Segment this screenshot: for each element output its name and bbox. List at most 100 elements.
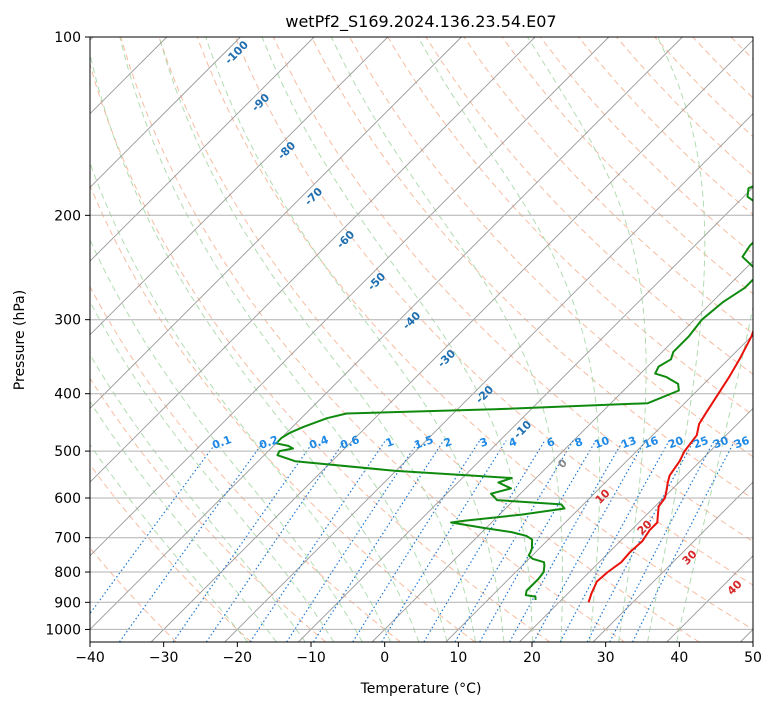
mixing-ratio-label: 8 xyxy=(573,435,585,450)
moist-adiabat-line xyxy=(527,37,647,642)
dry-adiabat-line xyxy=(272,37,753,543)
mixing-ratio-line xyxy=(454,440,574,642)
mixing-ratio-label: 16 xyxy=(641,434,660,452)
mixing-ratio-label: 10 xyxy=(592,434,611,452)
dry-adiabat-line xyxy=(90,377,327,642)
moist-adiabat-line xyxy=(676,304,753,642)
mixing-ratio-line xyxy=(479,440,597,642)
mixing-ratio-label: 30 xyxy=(711,434,730,452)
mixing-ratio-label: 3 xyxy=(478,435,490,450)
mixing-ratio-line xyxy=(286,440,420,642)
y-tick-label: 700 xyxy=(54,531,81,547)
y-tick-label: 500 xyxy=(54,444,81,460)
moist-adiabat-line xyxy=(158,37,476,642)
pressure-gridlines xyxy=(90,37,753,630)
mixing-ratio-label: 36 xyxy=(732,434,751,452)
y-tick-label: 200 xyxy=(54,208,81,224)
isotherm-line xyxy=(592,481,753,642)
isotherm-line xyxy=(90,37,315,262)
mixing-ratio-line xyxy=(249,440,386,642)
mixing-ratio-label: 13 xyxy=(619,434,638,451)
mixing-ratio-label: 0.1 xyxy=(210,433,233,452)
x-tick-label: −10 xyxy=(296,650,326,666)
isotherm-line xyxy=(224,113,753,642)
dry-adiabat-line xyxy=(196,37,753,630)
moist-adiabat-line xyxy=(90,161,392,642)
moist-adiabat-line xyxy=(417,37,601,642)
x-axis-label: Temperature (°C) xyxy=(360,681,482,697)
x-tick-label: 50 xyxy=(744,650,762,666)
mixing-ratio-label: 1.5 xyxy=(412,433,435,452)
y-tick-label: 400 xyxy=(54,387,81,403)
isotherm-line xyxy=(90,37,241,189)
mixing-ratio-line xyxy=(90,440,219,615)
x-tick-label: 20 xyxy=(523,650,541,666)
moist-adiabat-line xyxy=(119,37,448,642)
isotherm-line xyxy=(90,37,536,483)
moist-adiabat-line xyxy=(90,443,249,642)
mixing-ratio-line xyxy=(423,440,546,642)
dewpoint-profile-line xyxy=(275,185,753,601)
moist-adiabat-line xyxy=(647,37,706,642)
isotherm-line xyxy=(371,260,753,642)
mixing-ratio-labels: 0.1 0.2 0.4 0.6 1 1.5 2 3 4 6 8 10 13 16 20 25 30 36 xyxy=(210,433,751,452)
mixing-ratio-line xyxy=(381,440,507,642)
y-axis-label: Pressure (hPa) xyxy=(12,290,28,390)
mixing-ratio-label: 0.2 xyxy=(257,433,280,452)
x-tick-label: −30 xyxy=(149,650,179,666)
x-tick-label: −20 xyxy=(223,650,253,666)
mixing-ratio-line xyxy=(509,440,624,642)
dry-adiabat-line xyxy=(90,62,551,642)
mixing-ratio-label: 0.6 xyxy=(338,433,361,452)
isotherm-line xyxy=(90,37,610,557)
isotherm-line xyxy=(519,407,753,642)
mixing-ratio-line xyxy=(559,440,670,642)
moist-adiabat-line xyxy=(90,51,420,642)
dry-adiabat-line xyxy=(501,37,753,295)
mixing-ratio-label: 1 xyxy=(384,435,396,450)
isotherm-line xyxy=(150,39,753,642)
mixing-ratio-label: 4 xyxy=(507,435,519,450)
x-tick-label: 40 xyxy=(670,650,688,666)
mixing-ratio-label: 2 xyxy=(442,435,454,450)
temperature-profile-line xyxy=(587,328,753,603)
x-axis-ticks: −40 −30 −20 −10 0 10 20 30 40 50 xyxy=(75,642,762,666)
y-tick-label: 600 xyxy=(54,491,81,507)
profile-series xyxy=(275,185,753,603)
isotherm-line xyxy=(298,186,753,642)
x-tick-label: −40 xyxy=(75,650,105,666)
mixing-ratio-line xyxy=(172,440,315,642)
mixing-ratio-line xyxy=(119,440,265,642)
isotherm-line xyxy=(445,334,753,642)
dry-adiabat-line xyxy=(311,37,753,500)
y-tick-label: 1000 xyxy=(45,622,81,638)
mixing-ratio-label: 6 xyxy=(545,435,557,450)
dry-adiabat-line xyxy=(463,37,753,335)
y-axis-ticks: 100 200 300 400 500 600 700 800 900 1000 xyxy=(45,30,90,638)
moist-adiabat-line xyxy=(330,37,563,642)
dry-adiabat-line xyxy=(158,37,700,642)
x-tick-label: 0 xyxy=(380,650,389,666)
moist-adiabat-line xyxy=(90,300,335,642)
x-tick-label: 10 xyxy=(449,650,467,666)
dry-adiabat-line xyxy=(120,37,625,642)
isotherm-line xyxy=(90,37,389,336)
dry-adiabat-line xyxy=(234,37,753,586)
y-tick-label: 300 xyxy=(54,313,81,329)
isotherm-line xyxy=(90,37,683,631)
mixing-ratio-line xyxy=(352,440,481,642)
y-tick-label: 100 xyxy=(54,30,81,46)
y-tick-label: 800 xyxy=(54,565,81,581)
chart-title: wetPf2_S169.2024.136.23.54.E07 xyxy=(285,12,556,32)
moist-adiabat-line xyxy=(90,400,277,642)
mixing-ratio-line xyxy=(632,440,736,642)
moist-adiabat-line xyxy=(90,353,306,642)
isotherm-line xyxy=(90,37,462,410)
plot-frame xyxy=(89,36,754,643)
mixing-ratio-line xyxy=(533,440,646,642)
y-tick-label: 900 xyxy=(54,595,81,611)
mixing-ratio-label: 20 xyxy=(666,434,685,452)
mixing-ratio-label: 0.4 xyxy=(307,433,330,452)
mixing-ratio-label: 25 xyxy=(691,434,710,451)
